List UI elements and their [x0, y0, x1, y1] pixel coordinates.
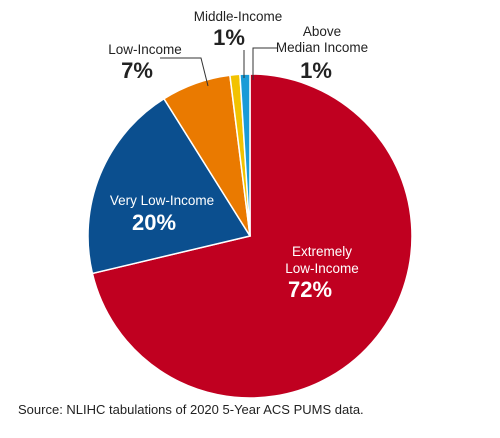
slice-value-very-low-income: 20%: [132, 210, 176, 235]
leader-line-low-income: [160, 57, 209, 87]
slice-value-middle-income: 1%: [213, 25, 245, 50]
slice-value-extremely-low-income: 72%: [288, 277, 332, 302]
slice-label-extremely-low-income-line-1: Extremely: [292, 244, 352, 259]
slice-value-above-median-income: 1%: [300, 58, 332, 83]
slice-label-above-median-income-line-2: Median Income: [276, 40, 368, 55]
slice-value-low-income: 7%: [121, 58, 153, 83]
slice-label-very-low-income-line-1: Very Low-Income: [110, 193, 214, 208]
slice-label-extremely-low-income-line-2: Low-Income: [285, 261, 359, 276]
slice-label-low-income-line-1: Low-Income: [108, 42, 182, 57]
pie-slice-very-low-income: [87, 97, 252, 275]
source-note: Source: NLIHC tabulations of 2020 5-Year…: [18, 402, 364, 417]
slice-label-above-median-income-line-1: Above: [303, 24, 341, 39]
slice-label-middle-income-line-1: Middle-Income: [194, 9, 283, 24]
pie-slice-above-median-income: [239, 73, 251, 237]
pie-slice-extremely-low-income: [91, 73, 413, 399]
leader-line-above-median-income: [252, 47, 278, 80]
